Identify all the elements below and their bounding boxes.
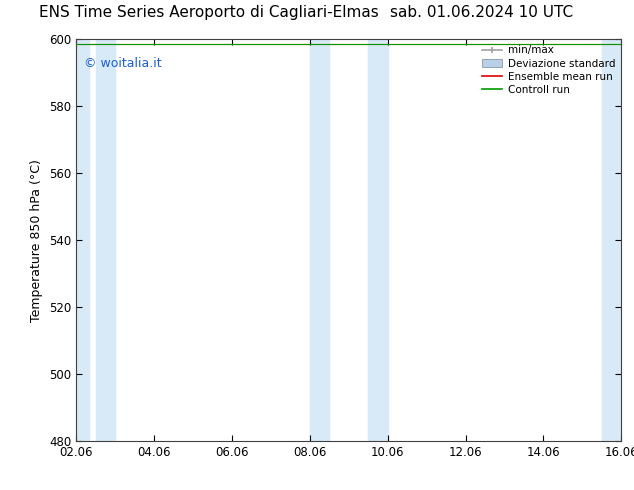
Y-axis label: Temperature 850 hPa (°C): Temperature 850 hPa (°C) [30, 159, 43, 321]
Legend: min/max, Deviazione standard, Ensemble mean run, Controll run: min/max, Deviazione standard, Ensemble m… [477, 41, 619, 99]
Bar [310, 39, 329, 441]
Text: ENS Time Series Aeroporto di Cagliari-Elmas: ENS Time Series Aeroporto di Cagliari-El… [39, 4, 379, 20]
Text: sab. 01.06.2024 10 UTC: sab. 01.06.2024 10 UTC [391, 4, 573, 20]
Bar [602, 39, 621, 441]
Bar [76, 39, 89, 441]
Bar [96, 39, 115, 441]
Text: © woitalia.it: © woitalia.it [84, 57, 162, 70]
Bar [368, 39, 387, 441]
